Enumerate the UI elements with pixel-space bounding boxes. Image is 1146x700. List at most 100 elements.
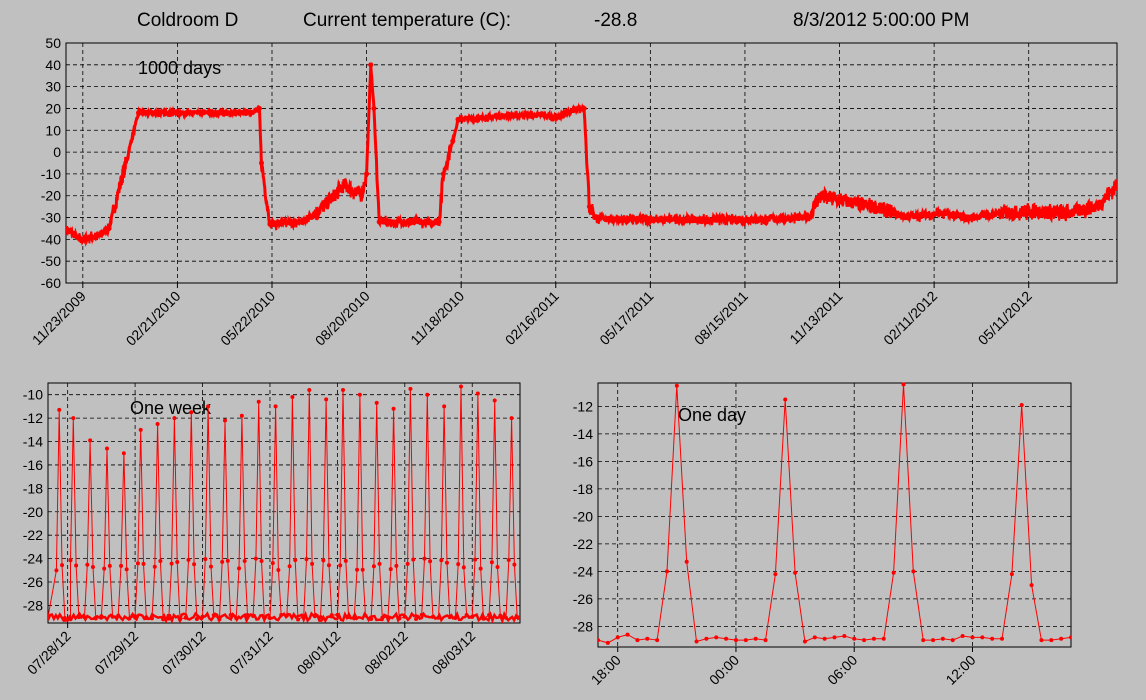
data-point — [68, 558, 73, 563]
y-tick-label: -14 — [573, 426, 593, 442]
data-point — [135, 561, 140, 566]
data-point — [935, 210, 941, 216]
plot-area — [598, 383, 1071, 647]
data-point — [251, 614, 256, 619]
data-point — [259, 558, 264, 563]
y-tick-label: -28 — [573, 618, 593, 634]
data-point — [966, 215, 972, 221]
data-point — [552, 114, 558, 120]
data-point — [358, 193, 364, 199]
data-point — [422, 556, 427, 561]
data-point — [371, 564, 376, 569]
data-point — [436, 615, 441, 620]
data-point — [107, 563, 112, 568]
data-point — [724, 636, 729, 641]
data-point — [363, 613, 368, 618]
data-point — [407, 219, 413, 225]
x-tick-label: 05/17/2011 — [596, 288, 656, 348]
data-point — [357, 392, 362, 397]
data-point — [183, 110, 189, 116]
data-point — [1059, 636, 1064, 641]
data-point — [940, 636, 945, 641]
y-tick-label: -24 — [23, 551, 43, 567]
series-group — [66, 62, 1117, 247]
data-point — [376, 219, 382, 225]
data-point — [48, 615, 50, 620]
y-tick-label: -16 — [573, 453, 593, 469]
data-point — [447, 615, 452, 620]
data-point — [1069, 635, 1071, 640]
data-point — [262, 615, 267, 620]
y-tick-label: 20 — [45, 100, 61, 116]
data-point — [71, 416, 76, 421]
data-point — [453, 616, 458, 621]
chart-label: 1000 days — [138, 58, 221, 78]
x-tick-label: 02/11/2012 — [880, 288, 940, 348]
data-point — [133, 614, 138, 619]
data-point — [186, 557, 191, 562]
data-point — [194, 617, 199, 622]
x-tick-label: 08/20/2010 — [312, 288, 373, 349]
data-point — [733, 638, 738, 643]
data-point — [444, 560, 449, 565]
data-point — [106, 225, 112, 231]
data-point — [862, 638, 867, 643]
data-point — [211, 613, 216, 618]
data-point — [436, 219, 442, 225]
data-point — [812, 635, 817, 640]
data-point — [1039, 638, 1044, 643]
data-point — [1094, 204, 1100, 210]
data-point — [470, 614, 475, 619]
data-point — [364, 171, 370, 177]
x-tick-label: 08/03/12 — [429, 628, 479, 678]
data-point — [220, 559, 225, 564]
data-point — [439, 558, 444, 563]
data-point — [287, 564, 292, 569]
data-point — [615, 635, 620, 640]
x-tick-label: 18:00 — [588, 652, 624, 688]
data-point — [136, 110, 142, 116]
data-point — [161, 617, 166, 622]
y-tick-label: -22 — [23, 527, 43, 543]
data-point — [837, 197, 843, 203]
data-point — [901, 382, 906, 387]
data-point — [684, 559, 689, 564]
data-point — [175, 559, 180, 564]
data-point — [242, 558, 247, 563]
data-point — [515, 615, 520, 620]
data-point — [931, 638, 936, 643]
data-point — [110, 614, 115, 619]
data-point — [68, 617, 73, 622]
data-point — [571, 108, 577, 114]
data-point — [461, 565, 466, 570]
y-tick-label: -18 — [573, 481, 593, 497]
data-point — [990, 636, 995, 641]
data-point — [871, 636, 876, 641]
current-temp-value: -28.8 — [594, 10, 638, 31]
data-point — [57, 407, 62, 412]
data-point — [1029, 583, 1034, 588]
series-line — [48, 386, 520, 621]
data-point — [119, 563, 124, 568]
data-point — [598, 638, 600, 643]
data-point — [247, 110, 253, 116]
x-tick-label: 11/13/2011 — [786, 288, 846, 348]
y-tick-label: 0 — [53, 144, 61, 160]
data-point — [60, 563, 65, 568]
data-point — [487, 114, 493, 120]
data-point — [450, 138, 456, 144]
data-point — [891, 570, 896, 575]
x-tick-label: 05/11/2012 — [975, 288, 1035, 348]
data-point — [664, 569, 669, 574]
data-point — [605, 640, 610, 645]
data-point — [256, 399, 261, 404]
y-tick-label: -26 — [573, 591, 593, 607]
data-point — [208, 564, 213, 569]
data-point — [127, 616, 132, 621]
y-tick-label: -22 — [573, 536, 593, 552]
data-point — [270, 561, 275, 566]
data-point — [1030, 208, 1036, 214]
data-point — [343, 558, 348, 563]
data-point — [428, 559, 433, 564]
data-point — [342, 182, 348, 188]
